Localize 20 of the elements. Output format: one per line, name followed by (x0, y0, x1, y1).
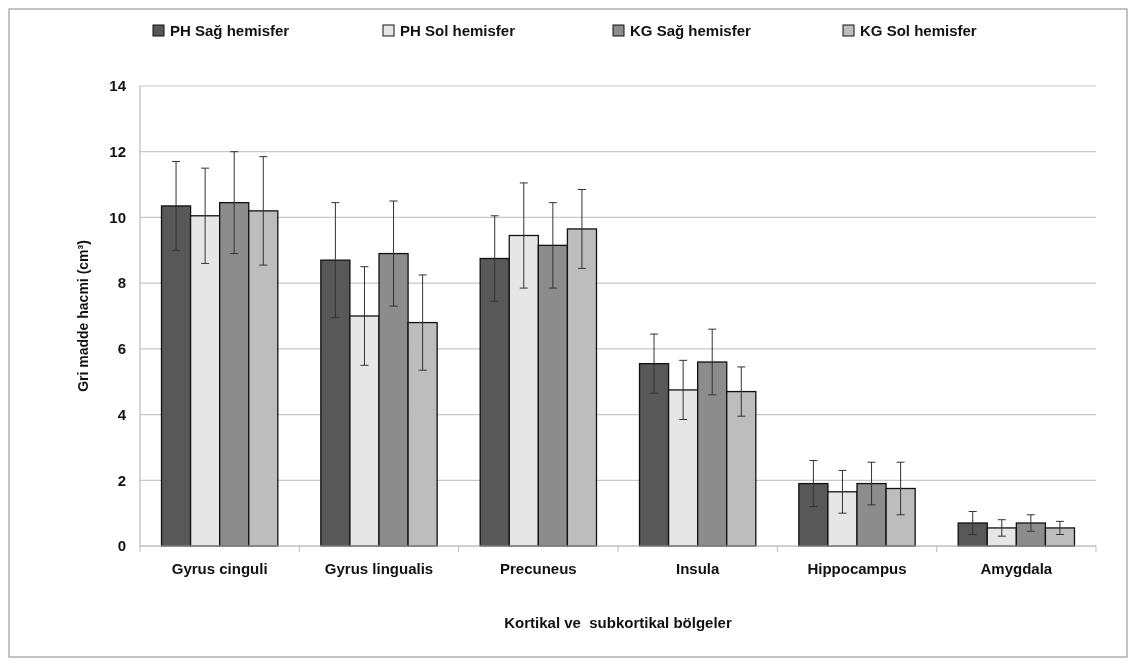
y-tick-label: 14 (109, 77, 127, 95)
y-tick-label: 4 (117, 405, 127, 423)
y-tick-label: 6 (117, 340, 126, 358)
x-tick-label: Insula (675, 560, 720, 577)
x-tick-label: Gyrus cinguli (171, 560, 268, 577)
y-axis-title: Gri madde hacmi (cm³) (75, 240, 91, 392)
y-tick-label: 0 (117, 537, 126, 555)
legend-label: KG Sol hemisfer (860, 22, 977, 39)
x-axis-title: Kortikal ve subkortikal bölgeler (504, 614, 732, 631)
legend-label: PH Sağ hemisfer (170, 22, 290, 39)
x-tick-label: Amygdala (980, 560, 1053, 577)
legend-label: PH Sol hemisfer (400, 22, 516, 39)
y-tick-label: 2 (117, 471, 126, 489)
x-tick-label: Precuneus (499, 560, 577, 577)
y-tick-label: 10 (109, 208, 126, 226)
y-tick-label: 12 (109, 142, 126, 160)
y-tick-label: 8 (117, 274, 126, 292)
legend-label: KG Sağ hemisfer (630, 22, 752, 39)
x-tick-label: Gyrus lingualis (324, 560, 434, 577)
x-tick-label: Hippocampus (807, 560, 907, 577)
